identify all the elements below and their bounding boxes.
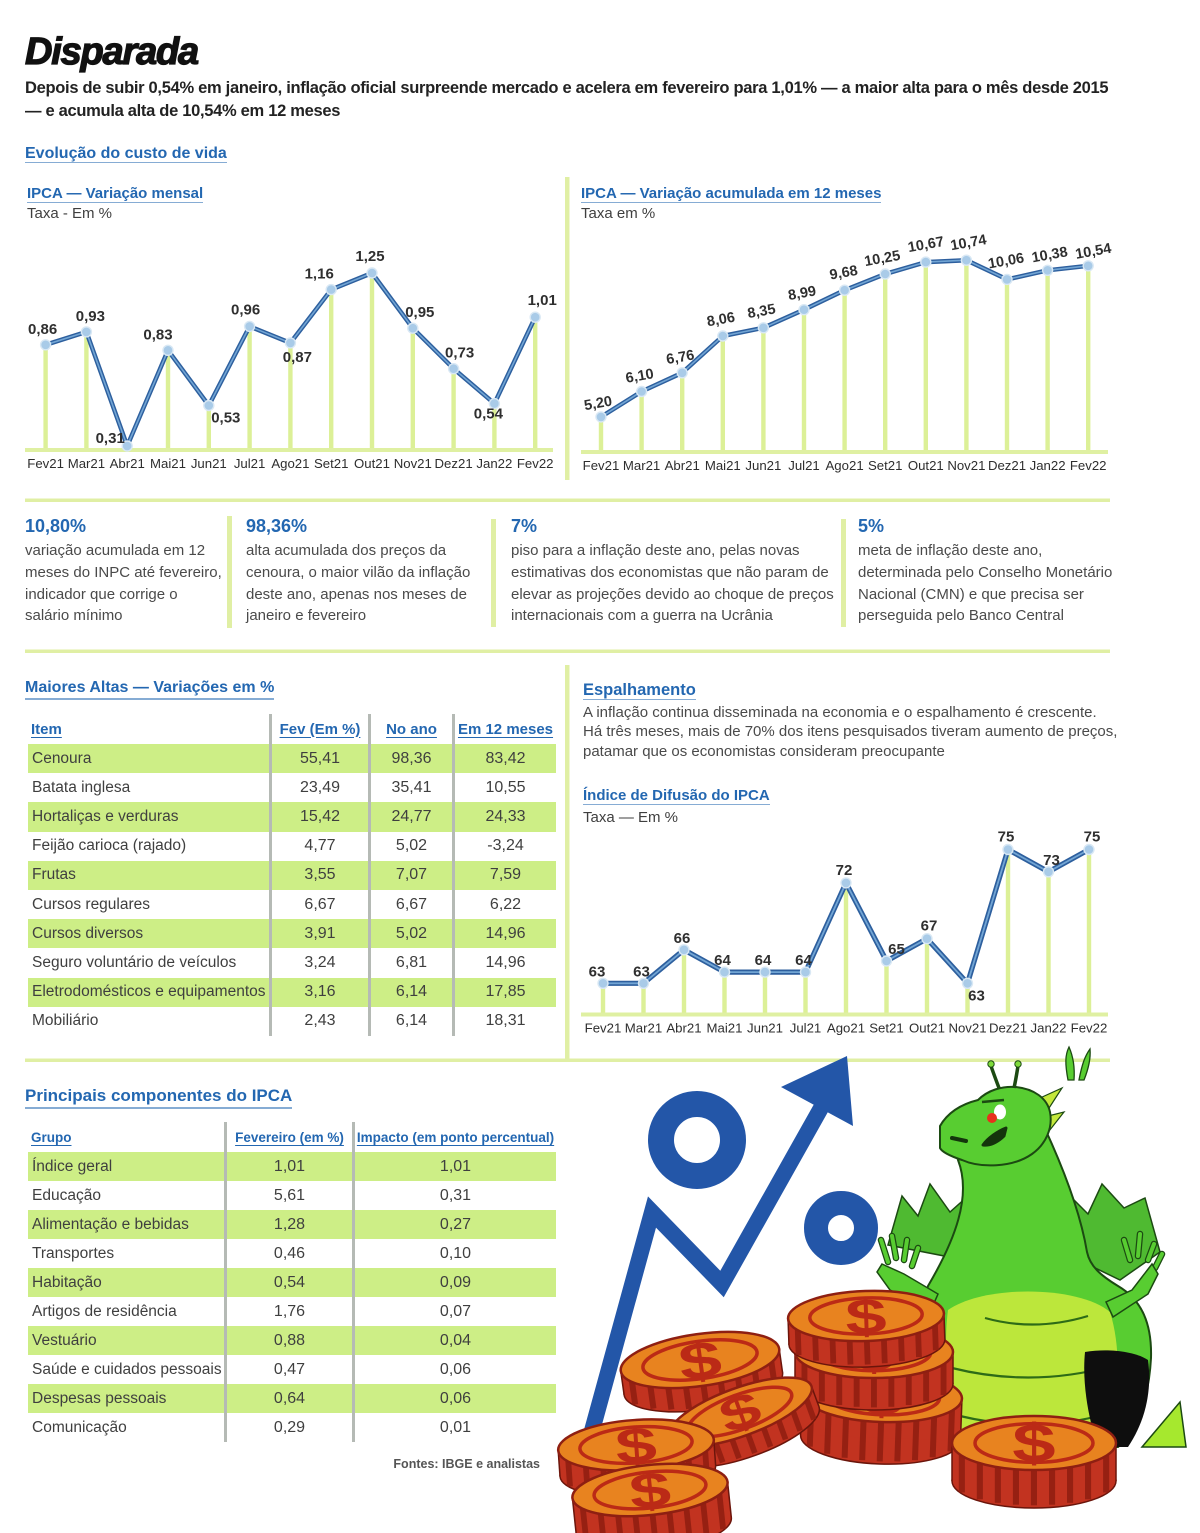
svg-text:10,25: 10,25 [863, 248, 902, 270]
svg-text:Out21: Out21 [354, 456, 390, 471]
svg-text:0,31: 0,31 [96, 430, 125, 447]
svg-text:Fev22: Fev22 [517, 456, 554, 471]
svg-text:0,73: 0,73 [445, 345, 474, 362]
svg-text:63: 63 [968, 987, 985, 1004]
svg-text:Out21: Out21 [909, 1021, 945, 1036]
svg-text:Abr21: Abr21 [110, 456, 145, 471]
svg-text:Out21: Out21 [908, 458, 944, 473]
svg-text:64: 64 [714, 952, 731, 969]
svg-text:10,54: 10,54 [1074, 241, 1113, 263]
svg-text:8,06: 8,06 [706, 310, 737, 331]
svg-text:Set21: Set21 [869, 1021, 903, 1036]
svg-text:Mai21: Mai21 [150, 456, 186, 471]
svg-text:Nov21: Nov21 [948, 1021, 986, 1036]
svg-text:1,25: 1,25 [355, 248, 384, 265]
svg-text:63: 63 [633, 963, 650, 980]
svg-text:Mar21: Mar21 [623, 458, 660, 473]
svg-text:75: 75 [998, 829, 1015, 846]
svg-text:Dez21: Dez21 [435, 456, 473, 471]
svg-text:Ago21: Ago21 [271, 456, 309, 471]
svg-text:0,87: 0,87 [283, 349, 312, 366]
svg-text:$: $ [1012, 1413, 1055, 1473]
svg-text:Nov21: Nov21 [947, 458, 985, 473]
svg-text:10,38: 10,38 [1031, 244, 1070, 266]
svg-text:Ago21: Ago21 [826, 458, 864, 473]
svg-text:Jan22: Jan22 [1031, 1021, 1067, 1036]
svg-text:5,20: 5,20 [583, 394, 614, 415]
svg-text:10,74: 10,74 [949, 232, 988, 254]
svg-text:67: 67 [921, 918, 938, 935]
svg-text:Ago21: Ago21 [827, 1021, 865, 1036]
svg-text:8,35: 8,35 [746, 301, 777, 322]
svg-text:64: 64 [755, 952, 772, 969]
svg-text:$: $ [675, 1329, 725, 1392]
svg-text:0,93: 0,93 [76, 308, 105, 325]
svg-text:Jun21: Jun21 [745, 458, 781, 473]
svg-text:Abr21: Abr21 [665, 458, 700, 473]
svg-text:Nov21: Nov21 [394, 456, 432, 471]
svg-text:0,83: 0,83 [143, 326, 172, 343]
svg-text:Abr21: Abr21 [666, 1021, 701, 1036]
svg-text:Mai21: Mai21 [707, 1021, 743, 1036]
svg-text:$: $ [845, 1289, 888, 1346]
svg-text:66: 66 [674, 930, 691, 947]
svg-text:8,99: 8,99 [787, 283, 818, 304]
svg-text:73: 73 [1043, 852, 1060, 869]
svg-text:$: $ [627, 1461, 674, 1520]
svg-text:Dez21: Dez21 [988, 458, 1026, 473]
svg-text:Jun21: Jun21 [191, 456, 227, 471]
svg-text:Jul21: Jul21 [790, 1021, 822, 1036]
svg-text:Set21: Set21 [868, 458, 902, 473]
svg-text:Jan22: Jan22 [476, 456, 512, 471]
svg-text:1,16: 1,16 [305, 266, 334, 283]
svg-text:0,54: 0,54 [474, 406, 504, 423]
svg-text:Jul21: Jul21 [788, 458, 820, 473]
svg-text:0,96: 0,96 [231, 301, 260, 318]
svg-text:64: 64 [795, 952, 812, 969]
svg-text:63: 63 [589, 963, 606, 980]
svg-text:10,67: 10,67 [907, 234, 946, 256]
svg-text:Fev21: Fev21 [27, 456, 64, 471]
svg-text:1,01: 1,01 [528, 292, 557, 309]
svg-text:6,76: 6,76 [665, 347, 696, 368]
svg-text:Set21: Set21 [314, 456, 348, 471]
svg-text:6,10: 6,10 [624, 366, 655, 387]
svg-text:Fev21: Fev21 [585, 1021, 622, 1036]
svg-text:Fev22: Fev22 [1071, 1021, 1108, 1036]
svg-text:9,68: 9,68 [828, 263, 859, 284]
svg-text:Jun21: Jun21 [747, 1021, 783, 1036]
svg-text:0,86: 0,86 [28, 321, 57, 338]
svg-text:Dez21: Dez21 [989, 1021, 1027, 1036]
svg-text:Fev22: Fev22 [1070, 458, 1107, 473]
svg-text:65: 65 [888, 941, 905, 958]
svg-text:Mar21: Mar21 [68, 456, 105, 471]
svg-text:10,06: 10,06 [987, 250, 1026, 272]
svg-text:0,53: 0,53 [211, 410, 240, 427]
svg-text:72: 72 [836, 862, 853, 879]
svg-text:0,95: 0,95 [405, 304, 434, 321]
svg-text:75: 75 [1084, 829, 1101, 846]
svg-text:Jan22: Jan22 [1030, 458, 1066, 473]
svg-text:Fev21: Fev21 [583, 458, 620, 473]
svg-text:Mar21: Mar21 [625, 1021, 662, 1036]
svg-text:Mai21: Mai21 [705, 458, 741, 473]
svg-text:Jul21: Jul21 [234, 456, 266, 471]
